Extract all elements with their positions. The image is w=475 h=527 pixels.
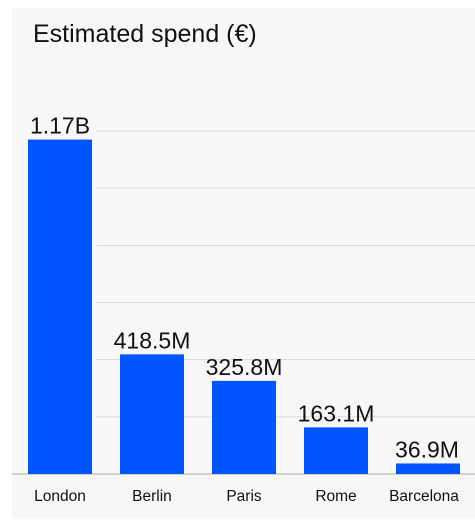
- value-labels: 1.17B 418.5M 325.8M 163.1M 36.9M: [30, 113, 459, 463]
- value-label-berlin: 418.5M: [114, 327, 191, 353]
- value-label-rome: 163.1M: [298, 400, 375, 426]
- x-tick-barcelona: Barcelona: [389, 488, 459, 505]
- bar-paris[interactable]: [212, 380, 276, 474]
- chart-title: Estimated spend (€): [33, 20, 257, 48]
- x-tick-labels: London Berlin Paris Rome Barcelona: [34, 488, 459, 505]
- x-tick-london: London: [34, 488, 86, 505]
- x-tick-paris: Paris: [226, 488, 262, 505]
- bars: [28, 139, 460, 474]
- value-label-barcelona: 36.9M: [395, 436, 459, 462]
- x-tick-rome: Rome: [315, 488, 356, 505]
- bar-berlin[interactable]: [120, 354, 184, 474]
- bar-rome[interactable]: [304, 427, 368, 474]
- value-label-paris: 325.8M: [206, 354, 283, 380]
- value-label-london: 1.17B: [30, 113, 90, 139]
- bar-london[interactable]: [28, 139, 92, 474]
- bar-barcelona[interactable]: [396, 463, 460, 474]
- x-tick-berlin: Berlin: [132, 488, 172, 505]
